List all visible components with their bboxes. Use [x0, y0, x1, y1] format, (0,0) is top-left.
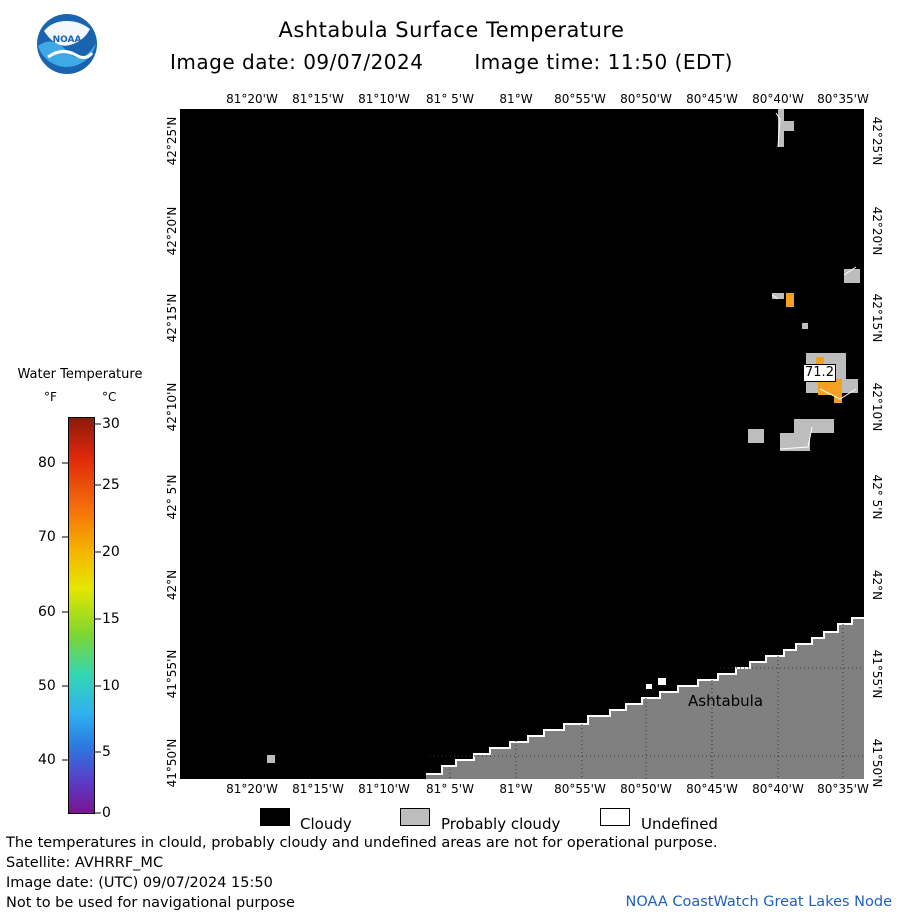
- lon-label: 81° 5'W: [426, 92, 474, 106]
- lon-label: 80°50'W: [620, 782, 672, 796]
- subtitle: Image date: 09/07/2024 Image time: 11:50…: [0, 50, 903, 74]
- lat-label: 41°55'N: [165, 649, 179, 699]
- legend-swatch-cloudy: [260, 808, 290, 826]
- f-tick: 80: [38, 455, 56, 471]
- colorbar-title: Water Temperature: [17, 367, 143, 382]
- lon-label: 81°20'W: [226, 782, 278, 796]
- lon-label: 81° 5'W: [426, 782, 474, 796]
- f-tick: 50: [38, 678, 56, 694]
- undefined-pixel: [658, 678, 666, 685]
- lon-label: 81°10'W: [358, 782, 410, 796]
- city-label: Ashtabula: [688, 692, 764, 710]
- unit-fahrenheit: °F: [44, 390, 57, 404]
- lon-label: 80°55'W: [554, 782, 606, 796]
- colorbar: [68, 417, 95, 814]
- map-title: Ashtabula Surface Temperature: [278, 18, 625, 42]
- unit-celsius: °C: [102, 390, 117, 404]
- lon-label: 81°W: [499, 92, 533, 106]
- lon-label: 80°45'W: [686, 92, 738, 106]
- footer-satellite: Satellite: AVHRRF_MC: [6, 855, 164, 871]
- c-tick: 10: [102, 678, 120, 694]
- cloud-outlines: [771, 112, 857, 450]
- c-tick: 0: [102, 805, 111, 821]
- satellite-map: [180, 109, 864, 779]
- shoreline: [426, 617, 864, 775]
- lat-label: 42° 5'N: [870, 474, 884, 520]
- undefined-pixel: [646, 684, 652, 689]
- lat-label: 41°50'N: [870, 738, 884, 788]
- lat-label: 42°10'N: [870, 382, 884, 432]
- lon-label: 80°55'W: [554, 92, 606, 106]
- lon-label: 81°15'W: [292, 782, 344, 796]
- lat-label: 42°20'N: [870, 206, 884, 256]
- lat-label: 42°15'N: [870, 293, 884, 343]
- c-tick: 15: [102, 611, 120, 627]
- lat-label: 42° 5'N: [165, 474, 179, 520]
- lon-label: 80°35'W: [817, 782, 869, 796]
- c-tick: 20: [102, 544, 120, 560]
- city-marker: [686, 673, 694, 681]
- lat-label: 42°25'N: [165, 116, 179, 166]
- lon-label: 80°40'W: [752, 92, 804, 106]
- tiny-marker: [267, 755, 275, 763]
- lon-label: 80°35'W: [817, 92, 869, 106]
- lon-label: 81°20'W: [226, 92, 278, 106]
- noaa-logo-text: NOAA: [52, 35, 82, 45]
- lon-label: 80°40'W: [752, 782, 804, 796]
- colorbar-ticks: [62, 423, 101, 814]
- legend-label-probably-cloudy: Probably cloudy: [441, 815, 561, 833]
- lat-label: 41°55'N: [870, 649, 884, 699]
- f-tick: 70: [38, 529, 56, 545]
- lat-label: 41°50'N: [165, 738, 179, 788]
- legend-label-undefined: Undefined: [641, 815, 718, 833]
- c-tick: 30: [102, 416, 120, 432]
- lat-label: 42°N: [870, 569, 884, 601]
- footer-utc-date: Image date: (UTC) 09/07/2024 15:50: [6, 875, 273, 891]
- graticule: [430, 624, 864, 779]
- lat-label: 42°N: [165, 569, 179, 601]
- lat-label: 42°25'N: [870, 116, 884, 166]
- lon-label: 81°W: [499, 782, 533, 796]
- lon-label: 80°50'W: [620, 92, 672, 106]
- image-date: Image date: 09/07/2024: [170, 50, 424, 74]
- lat-label: 42°20'N: [165, 206, 179, 256]
- legend-swatch-probably-cloudy: [400, 808, 430, 826]
- noaa-logo: NOAA: [36, 13, 98, 75]
- lat-label: 42°10'N: [165, 382, 179, 432]
- c-tick: 25: [102, 477, 120, 493]
- lat-label: 42°15'N: [165, 293, 179, 343]
- footer-disclaimer: The temperatures in clould, probably clo…: [6, 835, 718, 851]
- temperature-readout: 71.2: [803, 364, 836, 382]
- legend-label-cloudy: Cloudy: [300, 815, 352, 833]
- legend-swatch-undefined: [600, 808, 630, 826]
- c-tick: 5: [102, 744, 111, 760]
- footer-navigation-warning: Not to be used for navigational purpose: [6, 895, 295, 911]
- lon-label: 81°15'W: [292, 92, 344, 106]
- credit-link[interactable]: NOAA CoastWatch Great Lakes Node: [625, 894, 892, 910]
- f-tick: 60: [38, 604, 56, 620]
- lon-label: 80°45'W: [686, 782, 738, 796]
- temperature-value: 71.2: [805, 365, 834, 380]
- lon-label: 81°10'W: [358, 92, 410, 106]
- image-time: Image time: 11:50 (EDT): [474, 50, 733, 74]
- f-tick: 40: [38, 752, 56, 768]
